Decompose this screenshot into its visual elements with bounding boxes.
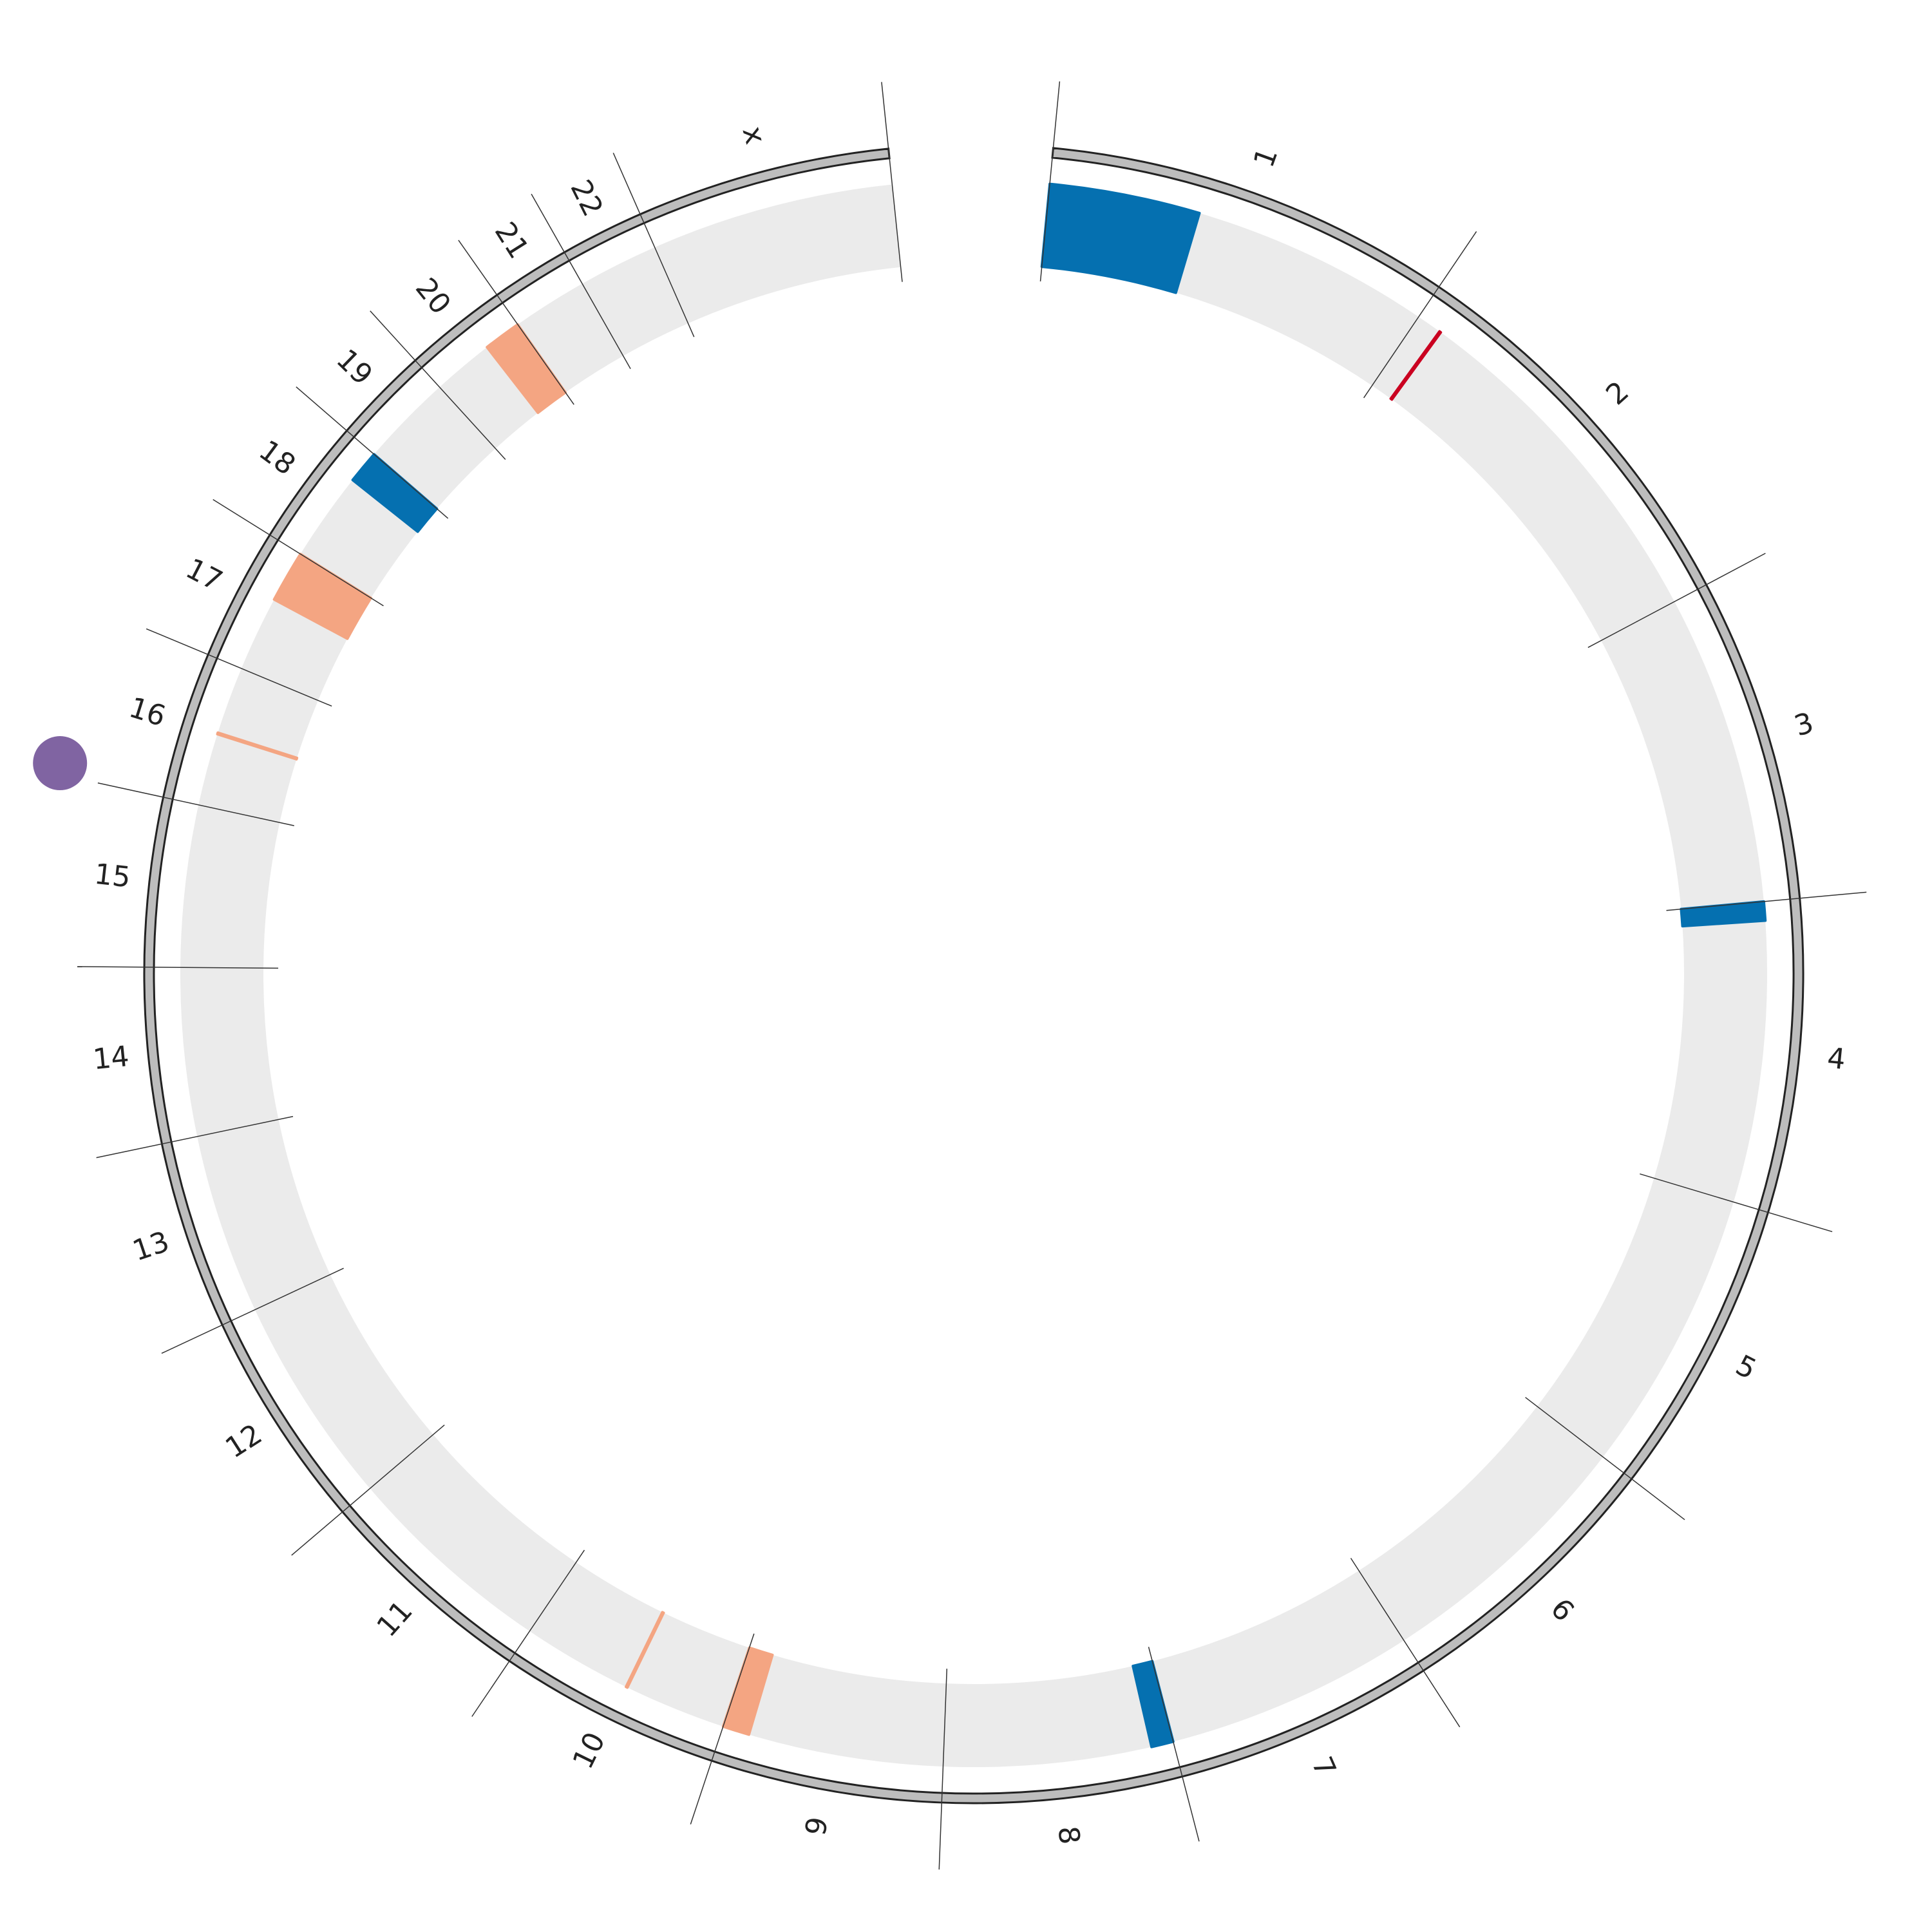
boundary-tick [1350, 1558, 1461, 1728]
boundary-tick [97, 782, 294, 826]
chromosome-label: 6 [1544, 1593, 1580, 1628]
region [1389, 330, 1443, 401]
chromosome-label: 15 [93, 858, 132, 895]
boundary-tick [612, 153, 695, 337]
boundary-tick [1363, 231, 1477, 399]
chromosome-label: 14 [91, 1040, 131, 1076]
track [582, 247, 688, 356]
chromosome-label: 16 [125, 691, 169, 733]
boundary-tick [213, 499, 384, 607]
boundary-tick [96, 1115, 294, 1159]
track [1537, 1178, 1734, 1457]
track [197, 1119, 330, 1310]
boundary-tick [690, 1633, 755, 1824]
track [1654, 901, 1768, 1202]
track [180, 804, 280, 969]
track [180, 967, 279, 1137]
chromosome-label: 8 [1051, 1824, 1086, 1846]
chromosome-label: 5 [1730, 1349, 1761, 1386]
boundary-tick [291, 1425, 445, 1556]
chromosome-label: 21 [488, 216, 535, 265]
track [1372, 316, 1675, 641]
region [1132, 1660, 1175, 1748]
boundary-tick [1666, 891, 1867, 911]
boundary-tick [1039, 81, 1061, 282]
track [654, 184, 901, 324]
track [1359, 1406, 1604, 1641]
boundary-tick [1148, 1647, 1200, 1842]
boundary-tick [1640, 1173, 1833, 1233]
track [374, 387, 496, 509]
region [216, 731, 299, 761]
boundary-tick [296, 386, 449, 519]
chromosome-label: 11 [370, 1595, 419, 1643]
chromosome-label: 4 [1826, 1042, 1847, 1077]
chromosome-label: 7 [1305, 1752, 1342, 1781]
track [1601, 601, 1764, 909]
chromosome-label: 1 [1247, 144, 1284, 172]
chromosome-label: 18 [253, 434, 301, 482]
chromosome-label: 17 [180, 552, 227, 598]
boundary-tick [1587, 553, 1766, 649]
track [517, 283, 623, 393]
boundary-tick [370, 310, 506, 460]
chromosome-label: 2 [1600, 375, 1635, 412]
track [529, 1562, 750, 1727]
region [1680, 900, 1767, 928]
boundary-tick [1525, 1397, 1685, 1520]
ideogram-ring [143, 147, 1804, 1804]
chromosome-label: 20 [409, 272, 457, 321]
chromosome-label: 22 [564, 175, 609, 222]
chromosome-label: 12 [220, 1417, 268, 1464]
track [943, 1661, 1173, 1767]
boundary-tick [161, 1267, 344, 1354]
boundary-tick [146, 628, 332, 707]
boundary-tick [471, 1549, 585, 1717]
track [723, 1647, 947, 1767]
chromosome-label: 3 [1791, 706, 1817, 743]
boundary-tick [458, 240, 574, 405]
region [1040, 182, 1201, 294]
chromosome-label: 9 [799, 1814, 835, 1838]
track [254, 1274, 433, 1489]
track [1152, 1570, 1404, 1742]
point [33, 736, 88, 791]
boundary-tick [77, 966, 279, 969]
chromosome-label: x [736, 123, 772, 147]
region [624, 1611, 665, 1689]
track [370, 1434, 576, 1631]
boundary-tick [881, 82, 903, 282]
boundary-tick [531, 193, 631, 370]
chromosome-label: 10 [567, 1727, 612, 1774]
boundary-tick [938, 1669, 948, 1870]
chromosome-label: 13 [129, 1225, 173, 1267]
chromosome-label: 19 [330, 343, 379, 392]
